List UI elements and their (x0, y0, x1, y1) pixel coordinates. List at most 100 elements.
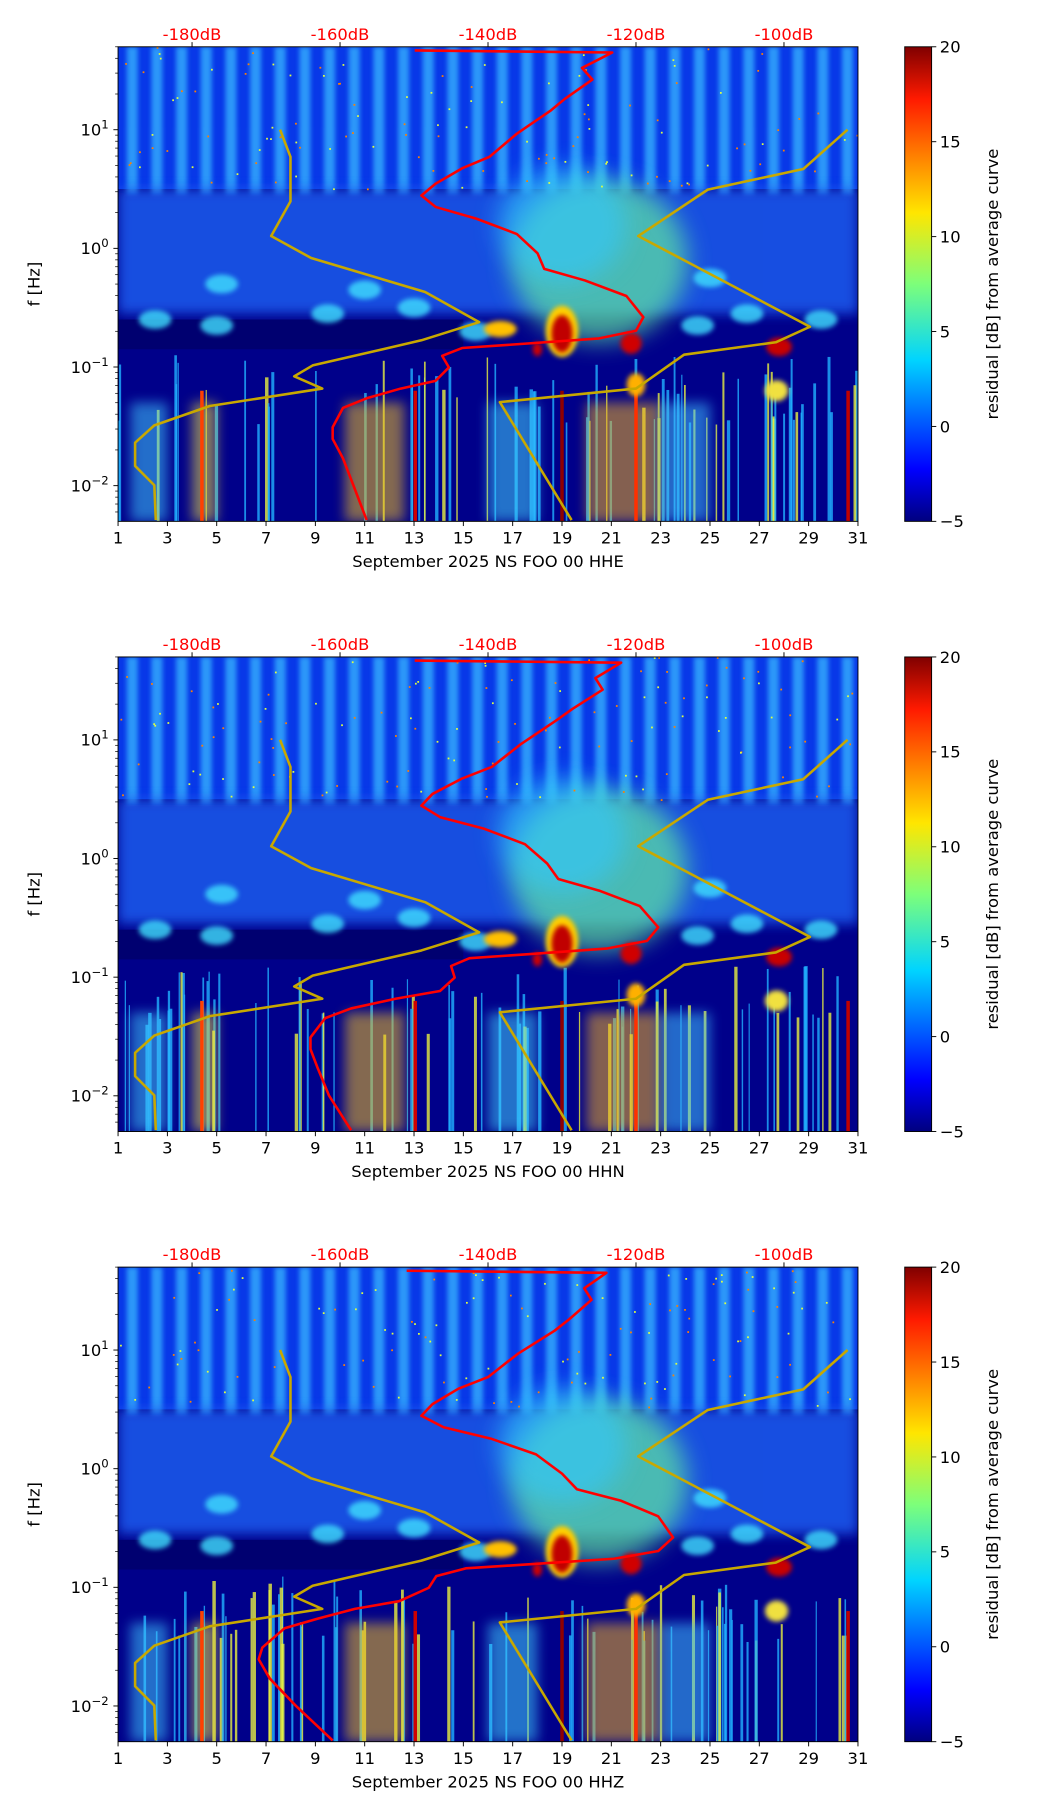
heatmap-speckle (194, 90, 197, 93)
heatmap-speckle (319, 66, 322, 69)
heatmap-speckle (656, 175, 658, 178)
colorbar-tick-label: 10 (940, 838, 961, 857)
heatmap-streak (563, 967, 567, 1132)
colorbar-tick-label: 20 (940, 648, 961, 667)
heatmap-streak (844, 1599, 847, 1742)
heatmap-speckle (583, 113, 586, 116)
heatmap-speckle (482, 170, 485, 172)
heatmap-streak (726, 420, 731, 522)
heatmap-speckle (539, 796, 542, 799)
x-tick-label: 3 (162, 1139, 172, 1158)
heatmap-speckle (198, 1272, 201, 1275)
heatmap-speckle (572, 145, 575, 147)
heatmap-speckle (658, 656, 660, 659)
heatmap-day-stripe (841, 46, 854, 195)
heatmap-speckle (707, 48, 710, 51)
heatmap-speckle (582, 54, 585, 57)
heatmap-hotspot (551, 315, 573, 353)
heatmap-day-stripe (323, 46, 336, 195)
heatmap-speckle (843, 139, 846, 141)
x-tick-label: 31 (848, 1139, 869, 1158)
heatmap-day-stripe (471, 656, 484, 806)
heatmap-speckle (191, 166, 194, 169)
colorbar-tick-label: 15 (940, 743, 961, 762)
heatmap-speckle (828, 785, 830, 788)
heatmap-speckle (660, 799, 663, 801)
heatmap-speckle (259, 720, 262, 723)
heatmap-speckle (615, 705, 618, 707)
heatmap-speckle (151, 147, 154, 150)
heatmap-speckle (666, 671, 668, 673)
top-db-label: -100dB (755, 1245, 814, 1264)
x-tick-label: 7 (261, 529, 271, 548)
heatmap-speckle (339, 82, 341, 85)
x-tick-label: 5 (212, 1749, 222, 1768)
colorbar-tick-label: −5 (940, 512, 964, 531)
heatmap-speckle (752, 1310, 755, 1313)
heatmap-streak (771, 416, 775, 522)
heatmap-streak (124, 980, 126, 1132)
heatmap-speckle (688, 183, 691, 186)
heatmap-speckle (274, 181, 277, 184)
heatmap-streak (321, 1013, 324, 1132)
heatmap-speckle (588, 659, 591, 662)
heatmap-speckle (397, 1396, 400, 1399)
heatmap-blob (348, 890, 382, 910)
heatmap-speckle (630, 174, 633, 177)
x-tick-label: 7 (261, 1139, 271, 1158)
heatmap-speckle (493, 1402, 495, 1404)
heatmap-streak (128, 1005, 130, 1132)
heatmap-day-stripe (817, 1267, 829, 1416)
top-db-label: -180dB (163, 25, 222, 44)
heatmap-blob (804, 310, 838, 329)
heatmap-speckle (576, 1372, 579, 1375)
heatmap-speckle (448, 108, 451, 111)
heatmap-speckle (498, 1276, 500, 1279)
heatmap-blob (348, 280, 382, 300)
heatmap-speckle (120, 718, 123, 721)
heatmap-speckle (380, 711, 383, 714)
heatmap-speckle (643, 696, 646, 699)
heatmap-streak (219, 1637, 224, 1742)
heatmap-streak (426, 1033, 430, 1132)
heatmap-day-stripe (496, 46, 508, 195)
heatmap-speckle (247, 63, 250, 66)
heatmap-lowfreq-band (344, 402, 405, 522)
heatmap-speckle (207, 135, 210, 138)
heatmap-speckle (827, 1391, 829, 1394)
heatmap-speckle (192, 770, 195, 773)
heatmap-speckle (553, 157, 556, 160)
heatmap-speckle (836, 718, 839, 721)
heatmap-speckle (210, 68, 213, 71)
heatmap-blob (693, 268, 727, 288)
heatmap-speckle (139, 166, 141, 169)
heatmap-glow (497, 166, 627, 284)
heatmap-speckle (801, 1307, 803, 1310)
y-tick-exponent: 1 (101, 1338, 108, 1352)
y-tick-label: 100 (80, 1457, 108, 1479)
heatmap-band-high (118, 656, 858, 800)
heatmap-day-stripe (373, 46, 385, 195)
y-tick-exponent: −2 (91, 473, 108, 487)
heatmap-streak (442, 389, 446, 522)
heatmap-blob (681, 316, 715, 335)
heatmap-blob (205, 274, 239, 294)
heatmap-speckle (588, 128, 591, 130)
heatmap-event-line (200, 1611, 204, 1742)
colorbar-tick-label: 15 (940, 133, 961, 152)
heatmap-speckle (770, 716, 773, 719)
heatmap-speckle (653, 657, 656, 659)
heatmap-speckle (571, 1381, 573, 1384)
heatmap-speckle (128, 164, 131, 166)
heatmap-speckle (706, 164, 709, 167)
y-tick-base: 10 (80, 849, 101, 868)
heatmap-event-line (560, 1000, 564, 1132)
y-tick-base: 10 (80, 239, 101, 258)
heatmap-blob (348, 1500, 382, 1520)
heatmap-streak (766, 968, 769, 1132)
heatmap-event-line (413, 390, 418, 522)
top-db-label: -140dB (459, 25, 518, 44)
heatmap-streak (225, 1616, 227, 1742)
heatmap-streak (300, 1626, 303, 1742)
heatmap-speckle (414, 1323, 416, 1325)
